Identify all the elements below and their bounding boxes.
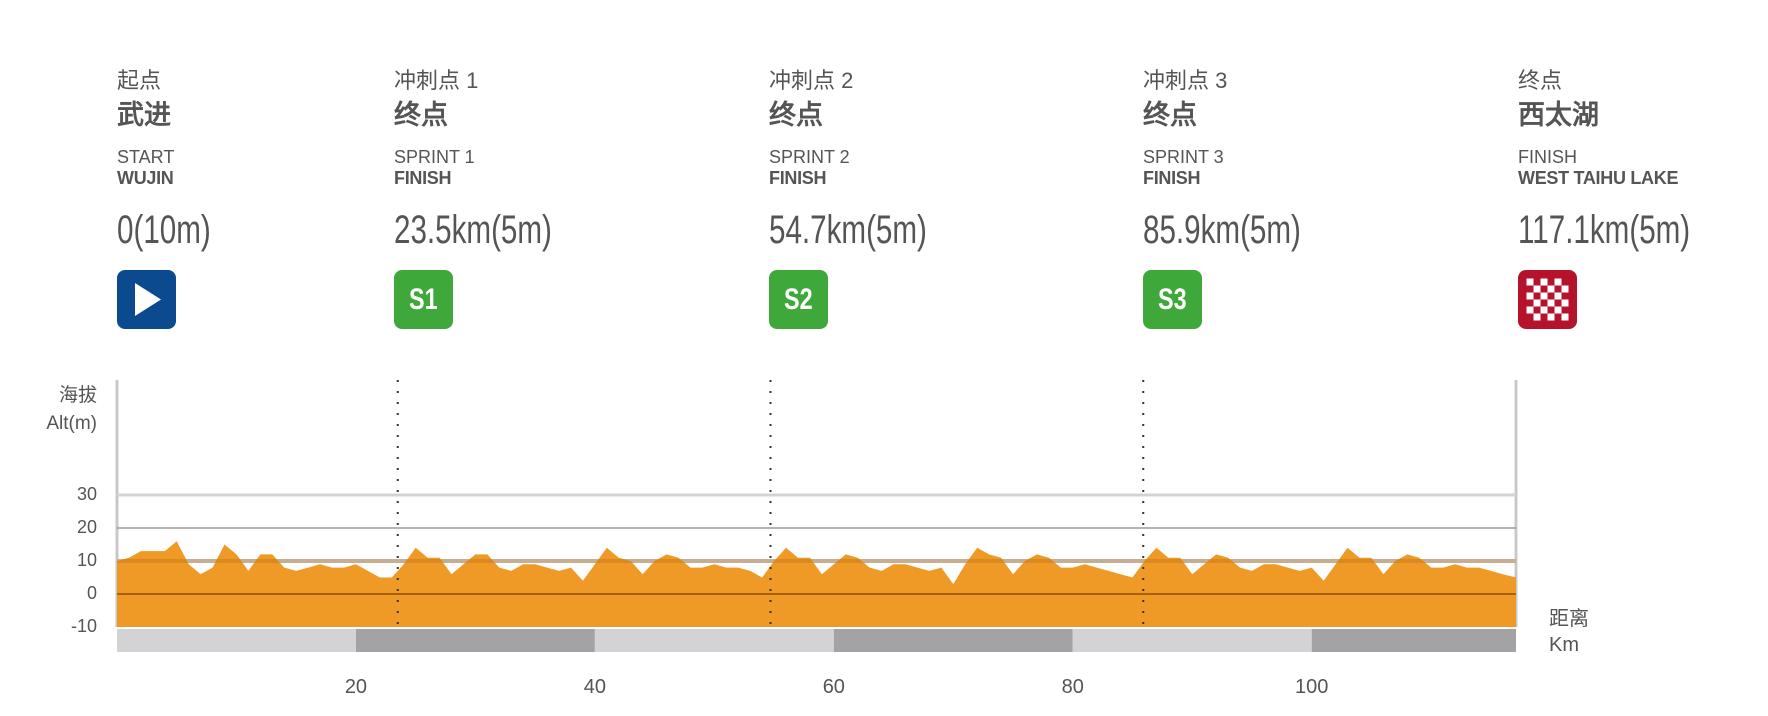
point-name-zh: 武进 (117, 100, 171, 130)
x-axis-label-zh: 距离 (1549, 608, 1589, 630)
point-type-en: SPRINT 1 (394, 147, 475, 167)
distance-band (117, 629, 356, 652)
point-distance: 117.1km(5m) (1518, 208, 1691, 252)
point-name-zh: 西太湖 (1518, 100, 1599, 130)
point-type-en: START (117, 147, 175, 167)
point-name-en: FINISH (1143, 168, 1201, 188)
point-name-en: WEST TAIHU LAKE (1518, 168, 1679, 188)
x-tick-label: 60 (822, 676, 845, 698)
y-tick-label: 10 (76, 550, 97, 570)
elevation-area (117, 541, 1516, 627)
checkered-flag-icon (1518, 270, 1577, 329)
point-name-zh: 终点 (394, 100, 448, 130)
point-header: 冲刺点 3 终点 SPRINT 3 FINISH 85.9km(5m) S3 (1143, 68, 1403, 329)
sprint-icon: S1 (394, 270, 453, 329)
distance-band (1072, 629, 1312, 652)
y-axis-label-zh: 海拔 (58, 385, 97, 406)
point-header: 终点 西太湖 FINISH WEST TAIHU LAKE 117.1km(5m… (1518, 68, 1768, 329)
point-distance: 23.5km(5m) (394, 208, 552, 252)
point-distance: 54.7km(5m) (769, 208, 927, 252)
y-tick-label: 0 (86, 583, 97, 603)
point-name-zh: 终点 (1143, 100, 1197, 130)
point-header: 冲刺点 1 终点 SPRINT 1 FINISH 23.5km(5m) S1 (394, 68, 654, 329)
sprint-icon: S2 (769, 270, 828, 329)
point-type-en: SPRINT 2 (769, 147, 850, 167)
point-name-en: WUJIN (117, 168, 174, 188)
x-tick-label: 20 (344, 676, 368, 698)
distance-band (355, 629, 595, 652)
point-type-zh: 冲刺点 2 (769, 68, 854, 93)
point-type-en: FINISH (1518, 147, 1578, 167)
start-play-icon (117, 270, 176, 329)
x-axis-label: Km (1549, 634, 1579, 656)
x-tick-label: 80 (1061, 676, 1084, 698)
y-tick-label: 20 (76, 517, 97, 537)
distance-band (594, 629, 834, 652)
point-name-en: FINISH (769, 168, 827, 188)
point-type-zh: 起点 (117, 68, 162, 93)
point-type-zh: 终点 (1518, 68, 1563, 93)
sprint-icon: S3 (1143, 270, 1202, 329)
sprint-badge-label: S2 (784, 282, 813, 316)
y-axis-label: Alt(m) (46, 413, 97, 434)
distance-band (1311, 629, 1516, 652)
point-name-en: FINISH (394, 168, 452, 188)
point-type-en: SPRINT 3 (1143, 147, 1224, 167)
distance-band (833, 629, 1073, 652)
point-type-zh: 冲刺点 1 (394, 68, 479, 93)
point-name-zh: 终点 (769, 100, 823, 130)
point-header: 起点 武进 START WUJIN 0(10m) (117, 68, 377, 329)
sprint-badge-label: S1 (409, 282, 438, 316)
sprint-badge-label: S3 (1158, 282, 1187, 316)
point-header: 冲刺点 2 终点 SPRINT 2 FINISH 54.7km(5m) S2 (769, 68, 1029, 329)
y-tick-label: -10 (70, 616, 97, 636)
y-tick-label: 30 (76, 484, 97, 504)
x-tick-label: 100 (1295, 676, 1329, 698)
point-type-zh: 冲刺点 3 (1143, 68, 1228, 93)
x-tick-label: 40 (583, 676, 606, 698)
point-distance: 0(10m) (117, 208, 211, 252)
point-distance: 85.9km(5m) (1143, 208, 1301, 252)
